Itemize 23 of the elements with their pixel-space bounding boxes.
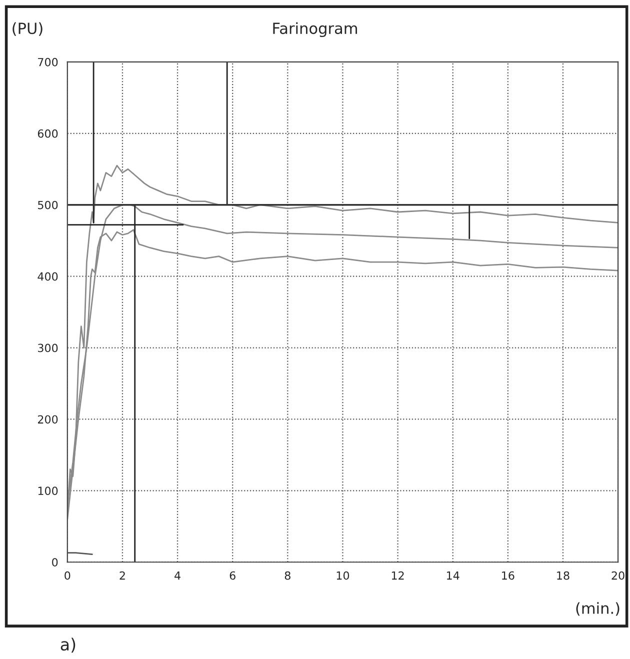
y-axis-title: (PU): [12, 22, 42, 36]
y-tick-label: 200: [38, 415, 58, 424]
x-tick-label: 6: [230, 571, 236, 580]
x-tick-label: 2: [120, 571, 125, 580]
x-tick-label: 0: [64, 571, 70, 580]
text: a): [60, 638, 76, 653]
y-tick-label: 600: [38, 129, 58, 138]
x-tick-label: 10: [336, 571, 350, 580]
x-tick-label: 14: [446, 571, 460, 580]
x-tick-label: 8: [284, 571, 290, 580]
x-tick-label: 16: [502, 571, 514, 580]
chart-title: Farinogram: [273, 22, 357, 38]
y-tick-label: 700: [38, 58, 58, 66]
x-tick-label: 12: [392, 571, 404, 580]
x-tick-label: 18: [557, 571, 570, 580]
x-axis-title: (min.): [576, 602, 620, 616]
x-tick-label: 4: [174, 571, 180, 580]
y-tick-label: 100: [38, 486, 58, 496]
x-tick-label: 20: [612, 571, 624, 580]
y-tick-label: 0: [52, 558, 58, 567]
y-tick-label: 500: [38, 200, 58, 210]
y-tick-label: 300: [38, 344, 58, 352]
y-tick-label: 400: [38, 272, 58, 281]
